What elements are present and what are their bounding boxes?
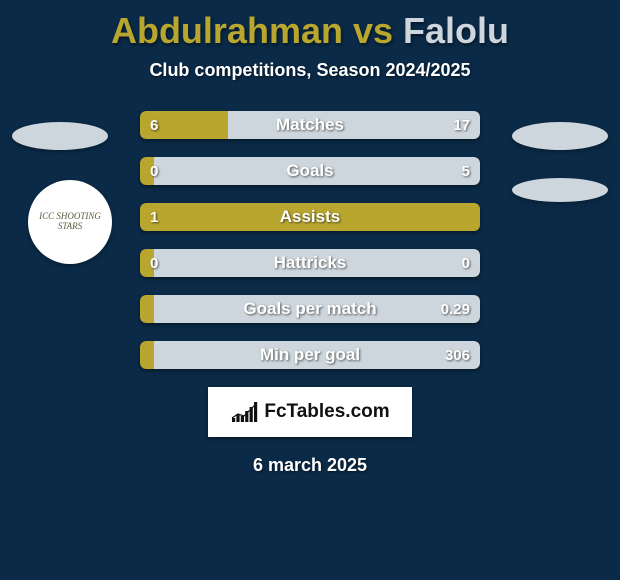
bar-fill-a	[140, 111, 228, 139]
stat-bar: Matches617	[140, 111, 480, 139]
vs-separator: vs	[353, 10, 393, 51]
bar-fill-a	[140, 341, 154, 369]
right-flag-ellipse	[512, 122, 608, 150]
brand-box: FcTables.com	[208, 387, 412, 437]
bar-fill-a	[140, 203, 480, 231]
stat-bar: Goals per match0.29	[140, 295, 480, 323]
brand-text: FcTables.com	[264, 401, 389, 423]
bar-fill-b	[154, 295, 480, 323]
left-flag-ellipse	[12, 122, 108, 150]
club-badge: ICC SHOOTING STARS	[28, 180, 112, 264]
bar-fill-a	[140, 157, 154, 185]
comparison-chart: Matches617 Goals05 Assists1 Hattricks00 Goal…	[140, 111, 480, 369]
stat-bar: Assists1	[140, 203, 480, 231]
right-flag-ellipse-2	[512, 178, 608, 202]
bar-fill-a	[140, 295, 154, 323]
stat-bar: Hattricks00	[140, 249, 480, 277]
footer-date: 6 march 2025	[0, 455, 620, 476]
subtitle: Club competitions, Season 2024/2025	[0, 60, 620, 81]
stat-bar: Goals05	[140, 157, 480, 185]
bar-chart-icon	[230, 400, 260, 424]
bar-fill-b	[228, 111, 480, 139]
stat-bar: Min per goal306	[140, 341, 480, 369]
bar-fill-b	[154, 249, 480, 277]
player-b-name: Falolu	[403, 10, 509, 51]
page-title: Abdulrahman vs Falolu	[0, 0, 620, 52]
player-a-name: Abdulrahman	[111, 10, 343, 51]
bar-fill-b	[154, 157, 480, 185]
bar-fill-b	[154, 341, 480, 369]
bar-fill-a	[140, 249, 154, 277]
club-badge-text: ICC SHOOTING STARS	[28, 212, 112, 232]
